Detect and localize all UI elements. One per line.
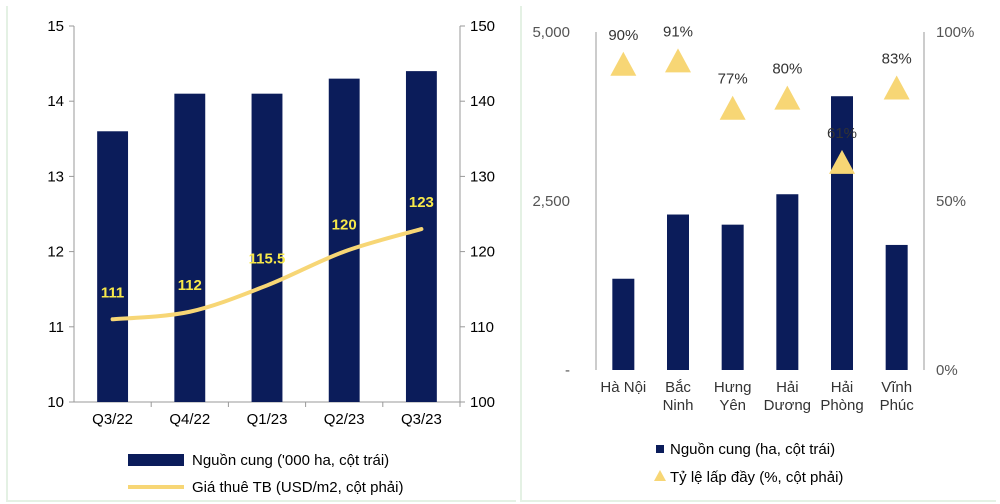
left-y-tick-label: 12 xyxy=(47,244,64,261)
occupancy-marker xyxy=(665,48,691,73)
occupancy-data-label: 77% xyxy=(718,71,748,88)
legend-supply-label: Nguồn cung ('000 ha, cột trái) xyxy=(192,452,389,469)
legend-supply-swatch xyxy=(656,445,664,453)
x-tick-label: Hà Nội xyxy=(600,379,646,396)
x-tick-label: Ninh xyxy=(663,397,694,414)
supply-bar xyxy=(328,78,360,402)
supply-bar xyxy=(885,244,908,370)
x-tick-label: Phòng xyxy=(820,397,863,414)
x-tick-label: Q3/23 xyxy=(401,411,442,428)
legend-occupancy-swatch xyxy=(654,470,666,481)
rent-data-label: 115.5 xyxy=(249,250,286,267)
x-tick-label: Q4/22 xyxy=(169,411,210,428)
legend-supply-swatch xyxy=(128,454,184,466)
right-y-tick-label: 110 xyxy=(470,319,494,336)
x-tick-label: Q2/23 xyxy=(324,411,365,428)
supply-bar xyxy=(174,93,206,403)
supply-bar xyxy=(667,214,689,370)
supply-bar xyxy=(721,224,744,370)
supply-bar xyxy=(612,278,635,370)
x-tick-label: Hải xyxy=(776,379,799,396)
occupancy-data-label: 80% xyxy=(772,61,802,78)
rent-data-label: 123 xyxy=(409,194,434,211)
rent-data-label: 112 xyxy=(178,277,202,294)
occupancy-marker xyxy=(719,95,746,120)
x-tick-label: Yên xyxy=(719,397,746,414)
right-y-tick-label: 120 xyxy=(470,244,495,261)
right-y-tick-label: 50% xyxy=(936,193,966,210)
rent-line xyxy=(110,227,424,322)
occupancy-marker xyxy=(610,51,637,76)
x-tick-label: Hải xyxy=(831,379,854,396)
supply-bar xyxy=(405,71,437,403)
supply-bar xyxy=(776,194,799,370)
supply-bar xyxy=(251,93,283,403)
right-y-tick-label: 140 xyxy=(470,93,495,110)
x-tick-label: Phúc xyxy=(880,397,915,414)
rent-data-label: 120 xyxy=(332,217,357,234)
left-y-tick-label: 13 xyxy=(47,168,64,185)
left-y-tick-label: 10 xyxy=(47,394,64,411)
occupancy-data-label: 91% xyxy=(663,23,693,40)
occupancy-data-label: 61% xyxy=(827,125,857,142)
occupancy-marker xyxy=(883,75,910,100)
left-chart-panel: 10 11 12 13 14 15 100 110 120 130 140 150 Q3/22 Q4/22… xyxy=(6,6,516,502)
right-y-tick-label: 100% xyxy=(936,24,974,41)
legend-supply-label: Nguồn cung (ha, cột trái) xyxy=(670,441,835,458)
occupancy-data-label: 90% xyxy=(608,27,638,44)
x-tick-label: Hưng xyxy=(714,379,752,396)
supply-bar xyxy=(97,131,129,402)
x-tick-label: Dương xyxy=(764,397,811,414)
right-y-tick-label: 130 xyxy=(470,168,495,185)
left-y-tick-label: 14 xyxy=(47,93,64,110)
left-y-tick-label: 2,500 xyxy=(532,193,570,210)
right-y-tick-label: 0% xyxy=(936,362,958,379)
x-tick-label: Bắc xyxy=(665,379,691,396)
occupancy-marker xyxy=(774,85,801,110)
x-tick-label: Q3/22 xyxy=(92,411,133,428)
left-y-tick-label: 5,000 xyxy=(532,24,570,41)
left-y-tick-label: 15 xyxy=(47,18,64,35)
legend-occupancy-label: Tỷ lệ lấp đầy (%, cột phải) xyxy=(670,469,843,486)
legend-rent-label: Giá thuê TB (USD/m2, cột phải) xyxy=(192,479,403,496)
right-chart-panel: - 2,500 5,000 0% 50% 100% Hà Nội Bắc Ninh Hưng Yên… xyxy=(520,6,996,502)
right-y-tick-label: 150 xyxy=(470,18,495,35)
occupancy-data-label: 83% xyxy=(882,50,912,67)
occupancy-marker xyxy=(829,149,855,174)
left-y-tick-label: - xyxy=(565,362,570,379)
rent-data-label: 111 xyxy=(101,284,124,301)
left-y-tick-label: 11 xyxy=(48,319,64,336)
x-tick-label: Q1/23 xyxy=(247,411,288,428)
left-chart: 10 11 12 13 14 15 100 110 120 130 140 150 Q3/22 Q4/22… xyxy=(47,18,495,496)
right-y-tick-label: 100 xyxy=(470,394,495,411)
x-tick-label: Vĩnh xyxy=(881,379,912,396)
